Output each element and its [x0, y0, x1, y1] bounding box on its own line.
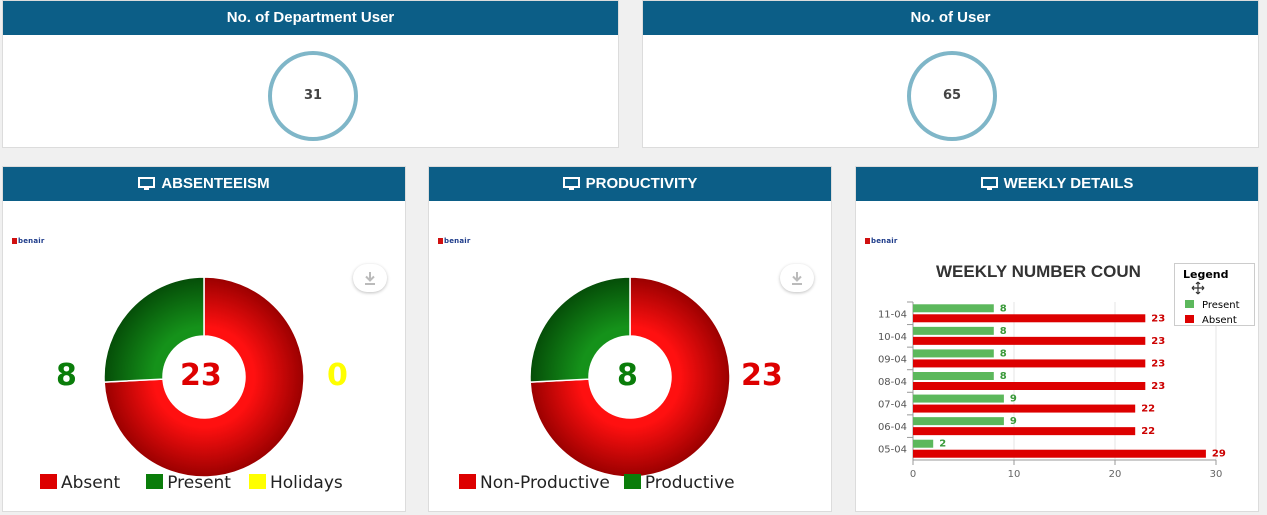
bar-absent[interactable] — [913, 359, 1146, 368]
bar-absent[interactable] — [913, 382, 1146, 390]
bar-absent[interactable] — [913, 427, 1136, 436]
weekly-details-header: WEEKLY DETAILS — [856, 167, 1258, 201]
user-card-title: No. of User — [643, 1, 1258, 35]
weekly-chart-title: WEEKLY NUMBER COUN — [936, 262, 1141, 281]
dept-user-count-circle: 31 — [268, 51, 358, 141]
data-label-absent: 23 — [1151, 313, 1165, 324]
x-tick-label: 20 — [1109, 469, 1122, 480]
monitor-icon — [562, 177, 580, 191]
productivity-logo: benair — [438, 237, 471, 245]
productivity-productive-count: 8 — [617, 358, 638, 393]
data-label-absent: 23 — [1151, 358, 1165, 369]
monitor-icon — [138, 177, 156, 191]
bar-present[interactable] — [913, 304, 994, 313]
absenteeism-present-count: 8 — [56, 358, 77, 393]
bar-absent[interactable] — [913, 449, 1206, 458]
dept-user-card: No. of Department User 31 — [2, 0, 619, 148]
absenteeism-panel: ABSENTEEISM — [2, 166, 406, 512]
data-label-absent: 22 — [1141, 426, 1155, 437]
bar-present[interactable] — [913, 372, 994, 380]
x-tick-label: 10 — [1008, 469, 1021, 480]
legend-item-non-productive[interactable]: Non-Productive — [459, 473, 610, 493]
productivity-legend: Non-Productive Productive — [459, 473, 753, 493]
absenteeism-holidays-count: 0 — [327, 358, 348, 393]
data-label-present: 8 — [1000, 348, 1007, 359]
y-tick-label: 09-04 — [878, 354, 907, 365]
absenteeism-header: ABSENTEEISM — [3, 167, 405, 201]
legend-item-productive[interactable]: Productive — [623, 473, 735, 493]
x-tick-label: 30 — [1210, 469, 1223, 480]
data-label-absent: 22 — [1141, 404, 1155, 415]
weekly-logo: benair — [865, 237, 898, 245]
absenteeism-absent-count: 23 — [180, 358, 222, 393]
absenteeism-title: ABSENTEEISM — [161, 175, 270, 192]
legend-item-present[interactable]: Present — [146, 473, 231, 493]
x-tick-label: 0 — [910, 469, 916, 480]
absenteeism-download-button[interactable] — [353, 264, 387, 292]
download-icon — [792, 272, 802, 285]
y-tick-label: 06-04 — [878, 422, 907, 433]
data-label-present: 9 — [1010, 394, 1017, 405]
productivity-download-button[interactable] — [780, 264, 814, 292]
absenteeism-donut — [103, 276, 305, 478]
legend-item-holidays[interactable]: Holidays — [248, 473, 343, 493]
user-card: No. of User 65 — [642, 0, 1259, 148]
data-label-absent: 29 — [1212, 449, 1226, 460]
user-count-circle: 65 — [907, 51, 997, 141]
weekly-bar-chart: 0 10 20 30 11-04 8 23 10-04 8 23 09-04 8 23 08-04 8 23 0… — [878, 301, 1226, 480]
download-icon — [365, 272, 375, 285]
y-tick-label: 08-04 — [878, 377, 907, 388]
data-label-absent: 23 — [1151, 381, 1165, 392]
absenteeism-logo: benair — [12, 237, 45, 245]
bar-present[interactable] — [913, 394, 1004, 403]
absenteeism-legend: Absent Present Holidays — [40, 473, 361, 493]
data-label-present: 8 — [1000, 326, 1007, 337]
legend-item-absent[interactable]: Absent — [40, 473, 120, 493]
data-label-present: 2 — [939, 439, 946, 450]
bar-present[interactable] — [913, 349, 994, 358]
y-tick-label: 10-04 — [878, 332, 907, 343]
y-tick-label: 05-04 — [878, 445, 907, 456]
bar-present[interactable] — [913, 417, 1004, 426]
bar-present[interactable] — [913, 326, 994, 335]
weekly-details-title: WEEKLY DETAILS — [1003, 175, 1134, 192]
data-label-present: 9 — [1010, 416, 1017, 427]
productivity-nonproductive-count: 23 — [741, 358, 783, 393]
dept-user-card-title: No. of Department User — [3, 1, 618, 35]
monitor-icon — [980, 177, 998, 191]
productivity-header: PRODUCTIVITY — [429, 167, 831, 201]
data-label-present: 8 — [1000, 303, 1007, 314]
bar-present[interactable] — [913, 439, 934, 448]
move-icon[interactable] — [1191, 281, 1205, 295]
data-label-present: 8 — [1000, 371, 1007, 382]
weekly-legend-absent[interactable]: Absent — [1175, 311, 1254, 326]
weekly-legend-present[interactable]: Present — [1175, 296, 1254, 311]
bar-absent[interactable] — [913, 404, 1136, 413]
y-tick-label: 07-04 — [878, 400, 907, 411]
weekly-legend-title: Legend — [1183, 268, 1229, 281]
data-label-absent: 23 — [1151, 336, 1165, 347]
bar-absent[interactable] — [913, 336, 1146, 345]
productivity-donut — [529, 276, 731, 478]
y-tick-label: 11-04 — [878, 309, 907, 320]
bar-absent[interactable] — [913, 314, 1146, 323]
weekly-legend[interactable]: Legend Present Absent — [1174, 263, 1255, 326]
productivity-title: PRODUCTIVITY — [585, 175, 698, 192]
